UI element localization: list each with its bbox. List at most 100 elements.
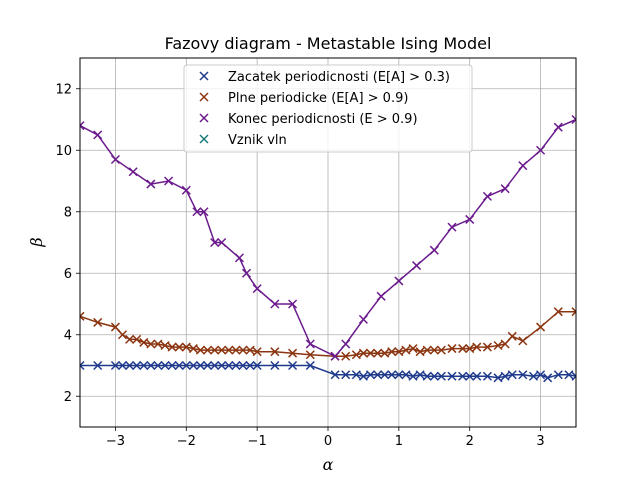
data-point-marker [174, 342, 184, 352]
legend-label: Zacatek periodicnosti (E[A] > 0.3) [228, 70, 450, 85]
data-point-marker [465, 344, 475, 354]
data-point-marker [238, 360, 248, 371]
data-point-marker [195, 345, 205, 355]
data-point-marker [553, 370, 563, 380]
chart-title: Fazovy diagram - Metastable Ising Model [165, 34, 492, 53]
data-point-marker [139, 360, 149, 371]
data-point-marker [217, 345, 227, 355]
data-point-marker [482, 342, 492, 352]
data-point-marker [571, 114, 576, 125]
data-point-marker [518, 370, 528, 380]
data-point-marker [341, 370, 351, 380]
y-axis-label: β [27, 237, 46, 247]
data-point-marker [429, 245, 439, 255]
data-point-marker [288, 299, 298, 309]
data-point-marker [373, 348, 383, 358]
data-point-marker [181, 185, 191, 195]
data-point-marker [238, 345, 248, 355]
legend-label: Vznik vln [228, 133, 287, 148]
data-point-marker [181, 360, 191, 371]
data-point-marker [415, 347, 425, 357]
data-point-marker [188, 360, 198, 371]
data-point-marker [110, 322, 120, 332]
data-point-marker [199, 207, 209, 217]
data-point-marker [408, 371, 418, 381]
data-point-marker [195, 360, 205, 371]
data-point-marker [164, 176, 174, 186]
y-tick-label: 12 [55, 82, 72, 97]
data-point-marker [401, 370, 411, 380]
data-point-marker [80, 360, 85, 371]
data-point-marker [210, 345, 220, 355]
data-point-marker [482, 371, 492, 381]
data-point-marker [518, 336, 528, 346]
y-tick-label: 6 [64, 267, 72, 282]
data-point-marker [472, 342, 482, 352]
data-point-marker [493, 340, 503, 351]
data-point-marker [351, 370, 361, 380]
data-point-marker [436, 345, 446, 355]
data-point-marker [270, 347, 280, 357]
data-point-marker [387, 370, 397, 380]
data-point-marker [500, 371, 510, 381]
data-point-marker [415, 370, 425, 380]
data-point-marker [231, 360, 241, 371]
data-point-marker [305, 350, 315, 360]
data-point-marker [252, 347, 262, 357]
data-point-marker [358, 371, 368, 381]
data-point-marker [365, 348, 376, 358]
data-point-marker [376, 291, 386, 301]
data-point-marker [394, 276, 404, 286]
data-point-marker [528, 371, 539, 381]
data-point-marker [401, 345, 411, 355]
data-point-marker [80, 121, 85, 131]
data-point-marker [203, 345, 213, 355]
data-point-marker [553, 122, 563, 132]
y-tick-label: 8 [64, 205, 72, 220]
data-point-marker [153, 360, 163, 371]
data-point-marker [93, 317, 103, 327]
legend-marker [199, 71, 209, 81]
data-point-marker [458, 344, 468, 354]
data-point-marker [358, 314, 368, 324]
data-point-marker [380, 348, 390, 358]
x-tick-label: 2 [466, 434, 474, 449]
data-point-marker [412, 261, 422, 271]
data-point-marker [380, 370, 390, 380]
data-point-marker [234, 253, 244, 263]
data-point-marker [252, 284, 262, 294]
legend: Zacatek periodicnosti (E[A] > 0.3) Plne p… [183, 64, 473, 153]
data-point-marker [160, 340, 170, 351]
data-point-marker [365, 370, 376, 380]
data-point-marker [146, 339, 156, 349]
data-point-marker [241, 268, 252, 278]
data-point-marker [270, 360, 280, 371]
data-point-marker [128, 167, 138, 177]
x-tick-label: −1 [248, 434, 267, 449]
data-point-marker [429, 371, 439, 381]
data-point-marker [394, 370, 404, 380]
data-point-marker [536, 370, 546, 380]
data-point-marker [507, 370, 517, 380]
data-point-marker [373, 370, 383, 380]
data-point-marker [447, 222, 457, 232]
data-point-marker [429, 345, 439, 355]
data-point-marker [117, 360, 128, 371]
data-point-marker [564, 370, 574, 380]
data-point-marker [465, 371, 475, 381]
legend-marker [199, 134, 209, 144]
data-point-marker [465, 214, 475, 224]
series-1 [80, 360, 576, 383]
data-point-marker [341, 351, 351, 361]
data-point-marker [500, 339, 510, 349]
x-tick-label: 1 [395, 434, 403, 449]
data-point-marker [351, 350, 361, 360]
legend-label: Plne periodicke (E[A] > 0.9) [228, 91, 408, 106]
data-point-marker [93, 130, 103, 140]
data-point-marker [217, 237, 227, 248]
data-point-marker [482, 191, 492, 201]
data-point-marker [518, 161, 528, 171]
data-point-marker [245, 360, 255, 371]
